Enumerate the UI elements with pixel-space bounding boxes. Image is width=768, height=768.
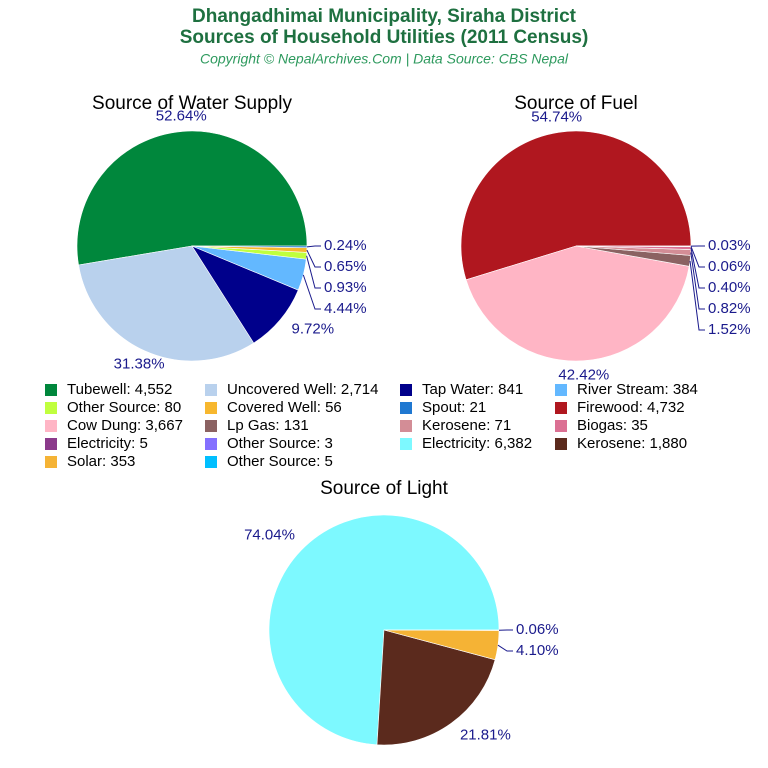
leader-line [690, 252, 705, 310]
value-label: 0.65% [324, 258, 367, 275]
legend-label: Uncovered Well: 2,714 [227, 381, 378, 398]
legend-label: Firewood: 4,732 [577, 399, 685, 416]
value-label: 31.38% [114, 356, 165, 373]
legend-label: Tubewell: 4,552 [67, 381, 172, 398]
legend-label: Kerosene: 71 [422, 417, 511, 434]
legend-swatch [555, 384, 567, 396]
legend-label: River Stream: 384 [577, 381, 698, 398]
legend-label: Covered Well: 56 [227, 399, 342, 416]
pie-slice [465, 245, 690, 362]
pie-title: Source of Light [320, 478, 449, 499]
leader-line [306, 245, 321, 248]
legend-label: Solar: 353 [67, 453, 135, 470]
subtitle: Copyright © NepalArchives.Com | Data Sou… [200, 51, 569, 67]
legend-swatch [400, 438, 412, 450]
value-label: 21.81% [460, 726, 511, 743]
legend-swatch [555, 420, 567, 432]
pie-slice [376, 629, 496, 746]
legend-label: Electricity: 5 [67, 435, 148, 452]
title-line: Dhangadhimai Municipality, Siraha Distri… [192, 6, 577, 27]
legend-swatch [45, 456, 57, 468]
legend-label: Kerosene: 1,880 [577, 435, 687, 452]
pie-title: Source of Water Supply [92, 93, 292, 114]
legend-swatch [555, 438, 567, 450]
legend-label: Spout: 21 [422, 399, 486, 416]
legend-swatch [555, 402, 567, 414]
leader-line [690, 247, 705, 289]
leader-line [306, 255, 321, 289]
value-label: 0.24% [324, 237, 367, 254]
value-label: 0.40% [708, 279, 751, 296]
legend-swatch [400, 420, 412, 432]
pie-slice [76, 130, 308, 266]
legend-swatch [45, 420, 57, 432]
legend-swatch [205, 456, 217, 468]
legend-swatch [400, 384, 412, 396]
value-label: 0.06% [708, 258, 751, 275]
legend-swatch [45, 402, 57, 414]
value-label: 4.10% [516, 642, 559, 659]
legend-swatch [205, 402, 217, 414]
legend-label: Other Source: 3 [227, 435, 333, 452]
value-label: 4.44% [324, 300, 367, 317]
legend-swatch [205, 420, 217, 432]
value-label: 0.03% [708, 237, 751, 254]
legend-label: Other Source: 80 [67, 399, 181, 416]
value-label: 1.52% [708, 321, 751, 338]
value-label: 52.64% [156, 107, 207, 124]
value-label: 0.06% [516, 621, 559, 638]
legend-swatch [45, 438, 57, 450]
value-label: 42.42% [558, 367, 609, 384]
leader-line [690, 246, 705, 268]
legend-label: Cow Dung: 3,667 [67, 417, 183, 434]
legend-label: Lp Gas: 131 [227, 417, 309, 434]
pie-title: Source of Fuel [514, 93, 638, 114]
leader-line [497, 644, 513, 652]
value-label: 74.04% [244, 526, 295, 543]
leader-line [689, 260, 705, 331]
value-label: 0.93% [324, 279, 367, 296]
legend-label: Other Source: 5 [227, 453, 333, 470]
value-label: 54.74% [531, 108, 582, 125]
legend-label: Electricity: 6,382 [422, 435, 532, 452]
legend-label: Biogas: 35 [577, 417, 648, 434]
legend-swatch [400, 402, 412, 414]
pie-slice [460, 130, 692, 281]
legend-swatch [205, 438, 217, 450]
legend-swatch [45, 384, 57, 396]
leader-line [302, 274, 321, 310]
leader-line [306, 249, 321, 268]
value-label: 9.72% [292, 321, 335, 338]
value-label: 0.82% [708, 300, 751, 317]
legend-swatch [205, 384, 217, 396]
legend-label: Tap Water: 841 [422, 381, 523, 398]
title-line: Sources of Household Utilities (2011 Cen… [180, 27, 589, 48]
